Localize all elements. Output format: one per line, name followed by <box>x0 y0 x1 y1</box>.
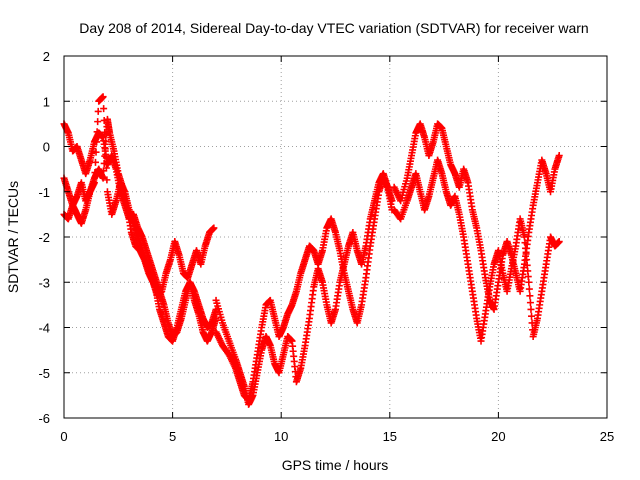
data-markers <box>60 93 563 408</box>
series-track-g <box>390 156 563 345</box>
data-point <box>93 138 101 146</box>
y-axis-label: SDTVAR / TECUs <box>5 181 21 293</box>
x-tick-label: 20 <box>491 429 505 444</box>
data-point <box>92 148 100 156</box>
x-axis-label: GPS time / hours <box>282 457 389 473</box>
data-point <box>212 314 220 322</box>
data-point <box>526 292 534 300</box>
x-tick-label: 10 <box>274 429 288 444</box>
data-point <box>555 152 563 160</box>
data-point <box>101 128 109 136</box>
data-point <box>94 118 102 126</box>
data-point <box>99 174 107 182</box>
axis-ticks: 0 5 10 15 20 25 -6 -5 -4 -3 -2 -1 0 1 2 <box>38 49 614 444</box>
y-tick-label: -5 <box>38 366 50 381</box>
data-point <box>91 158 99 166</box>
data-point <box>94 107 102 115</box>
x-tick-label: 15 <box>383 429 397 444</box>
chart-title: Day 208 of 2014, Sidereal Day-to-day VTE… <box>79 20 588 36</box>
data-point <box>101 140 109 148</box>
data-point <box>100 105 108 113</box>
y-tick-label: -3 <box>38 275 50 290</box>
data-point <box>526 299 534 307</box>
x-tick-label: 25 <box>600 429 614 444</box>
y-tick-label: 2 <box>43 49 50 64</box>
data-point <box>102 164 110 172</box>
data-point <box>528 312 536 320</box>
data-point <box>525 278 533 286</box>
y-tick-label: 0 <box>43 140 50 155</box>
series-track-f <box>390 120 563 313</box>
data-point <box>93 128 101 136</box>
y-tick-label: -2 <box>38 230 50 245</box>
y-tick-label: -4 <box>38 321 50 336</box>
y-tick-label: -1 <box>38 185 50 200</box>
y-tick-label: -6 <box>38 411 50 426</box>
series-track-c <box>60 93 220 345</box>
x-tick-label: 0 <box>60 429 67 444</box>
data-point <box>555 238 563 246</box>
data-point <box>210 224 218 232</box>
data-point <box>527 305 535 313</box>
data-point <box>90 179 98 187</box>
data-point <box>100 159 108 167</box>
x-tick-label: 5 <box>169 429 176 444</box>
series-track-e <box>212 170 396 408</box>
data-point <box>103 176 111 184</box>
data-point <box>525 285 533 293</box>
data-point <box>100 116 108 124</box>
data-point <box>91 169 99 177</box>
data-point <box>102 152 110 160</box>
y-tick-label: 1 <box>43 94 50 109</box>
data-point <box>99 93 107 101</box>
